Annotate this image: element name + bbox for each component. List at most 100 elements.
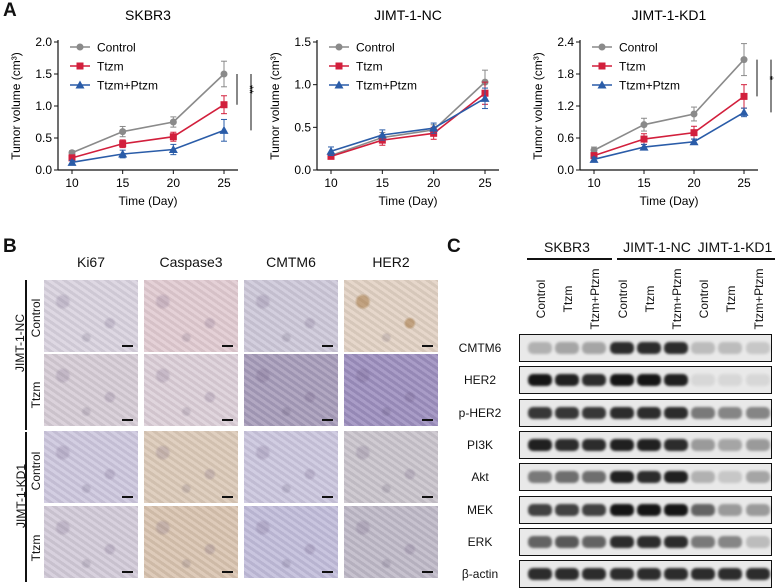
wb-band [691, 438, 716, 451]
wb-band [555, 374, 580, 387]
scale-bar [122, 571, 133, 573]
ihc-micrograph [44, 354, 138, 426]
wb-protein-label: HER2 [463, 373, 496, 388]
series-line [593, 95, 745, 157]
y-tick-label: 1.0 [294, 78, 311, 92]
ihc-group-bracket [25, 280, 27, 430]
y-axis-label: Tumor volume (cm³) [531, 52, 545, 160]
legend-label: Control [619, 41, 658, 55]
legend-label: Ttzm [356, 60, 383, 74]
wb-lane-label: Control [615, 279, 630, 319]
wb-lane-label: Ttzm [642, 285, 657, 313]
data-point [119, 140, 127, 148]
legend-label: Ttzm+Ptzm [356, 79, 417, 93]
wb-band [555, 535, 580, 548]
x-tick-label: 10 [65, 176, 79, 190]
wb-band [609, 471, 634, 484]
wb-band [528, 438, 552, 451]
wb-band [664, 374, 688, 387]
wb-band [745, 438, 770, 451]
wb-band [691, 503, 716, 516]
data-point [219, 125, 229, 134]
series-line [71, 104, 225, 159]
tumor-volume-chart-jimt1-kd1: JIMT-1-KD1 0.0 0.6 1.2 1.8 2.4 10 15 20 25 Time (D… [531, 7, 775, 208]
data-point [119, 128, 127, 136]
wb-band [745, 342, 770, 354]
wb-band [555, 471, 580, 484]
wb-band [555, 503, 580, 516]
x-tick-label: 20 [427, 176, 441, 190]
wb-band [664, 535, 688, 548]
x-tick-label: 25 [217, 176, 231, 190]
panel-label-b: B [3, 236, 17, 257]
ihc-micrograph [344, 280, 438, 352]
x-tick-label: 15 [376, 176, 390, 190]
wb-band [691, 342, 716, 354]
legend-marker [598, 43, 606, 51]
scale-bar [122, 345, 133, 347]
y-tick-label: 0.5 [35, 131, 52, 145]
ihc-micrograph [344, 431, 438, 503]
scale-bar [222, 571, 233, 573]
wb-band [691, 535, 716, 548]
data-point [740, 92, 748, 100]
wb-band [636, 438, 661, 451]
y-axis-label: Tumor volume (cm³) [268, 52, 282, 160]
data-point [220, 101, 228, 109]
scale-bar [322, 496, 333, 498]
wb-band [609, 503, 634, 516]
wb-band [718, 503, 743, 516]
y-axis-label: Tumor volume (cm³) [9, 52, 23, 160]
wb-band [636, 342, 661, 354]
wb-band [528, 374, 552, 387]
wb-lane-label: Ttzm+Ptzm [751, 268, 766, 330]
data-point [169, 118, 177, 126]
legend-marker [76, 43, 84, 51]
data-point [689, 137, 699, 146]
x-tick-label: 15 [116, 176, 130, 190]
legend-label: Control [356, 41, 395, 55]
y-tick-label: 1.0 [35, 99, 52, 113]
legend-marker [597, 80, 607, 89]
data-point [169, 133, 177, 141]
wb-band [528, 471, 552, 484]
scale-bar [422, 571, 433, 573]
wb-lane-label: Ttzm+Ptzm [588, 268, 603, 330]
legend-marker [598, 62, 606, 70]
y-tick-label: 0.6 [557, 131, 574, 145]
tumor-volume-chart-jimt1-nc: JIMT-1-NC 0.0 0.5 1.0 1.5 10 15 20 25 Time (Day) T… [268, 7, 499, 208]
wb-band [636, 471, 661, 484]
wb-band [718, 438, 743, 451]
wb-band [745, 406, 770, 419]
wb-band [609, 406, 634, 419]
ihc-panel: Ki67 Caspase3 CMTM6 HER2 JIMT-1-NC Contr… [0, 236, 440, 584]
ihc-row-kd1-control: Control [29, 451, 43, 491]
y-tick-label: 1.5 [294, 35, 311, 49]
wb-protein-label: Akt [471, 470, 489, 485]
series-line [71, 73, 225, 154]
wb-band [555, 568, 580, 581]
wb-band [664, 471, 688, 484]
wb-band [718, 342, 743, 354]
data-point [640, 135, 648, 143]
ihc-col-ki67: Ki67 [76, 254, 106, 270]
ihc-micrograph [144, 354, 238, 426]
ihc-micrograph [144, 506, 238, 578]
wb-band [745, 535, 770, 548]
legend-marker [335, 62, 343, 70]
x-axis-label: Time (Day) [379, 194, 438, 208]
wb-band [718, 568, 743, 581]
wb-band [582, 438, 607, 451]
legend-label: Control [97, 41, 136, 55]
data-point [690, 129, 698, 137]
legend-label: Ttzm+Ptzm [619, 79, 680, 93]
wb-band [664, 568, 688, 581]
wb-group-underline [527, 258, 612, 260]
wb-protein-label: p-HER2 [458, 405, 502, 420]
wb-protein-label: β-actin [461, 567, 499, 582]
y-tick-label: 1.5 [35, 67, 52, 81]
wb-band [582, 374, 607, 387]
wb-band [528, 503, 552, 516]
x-tick-label: 15 [637, 176, 651, 190]
wb-band [528, 535, 552, 548]
